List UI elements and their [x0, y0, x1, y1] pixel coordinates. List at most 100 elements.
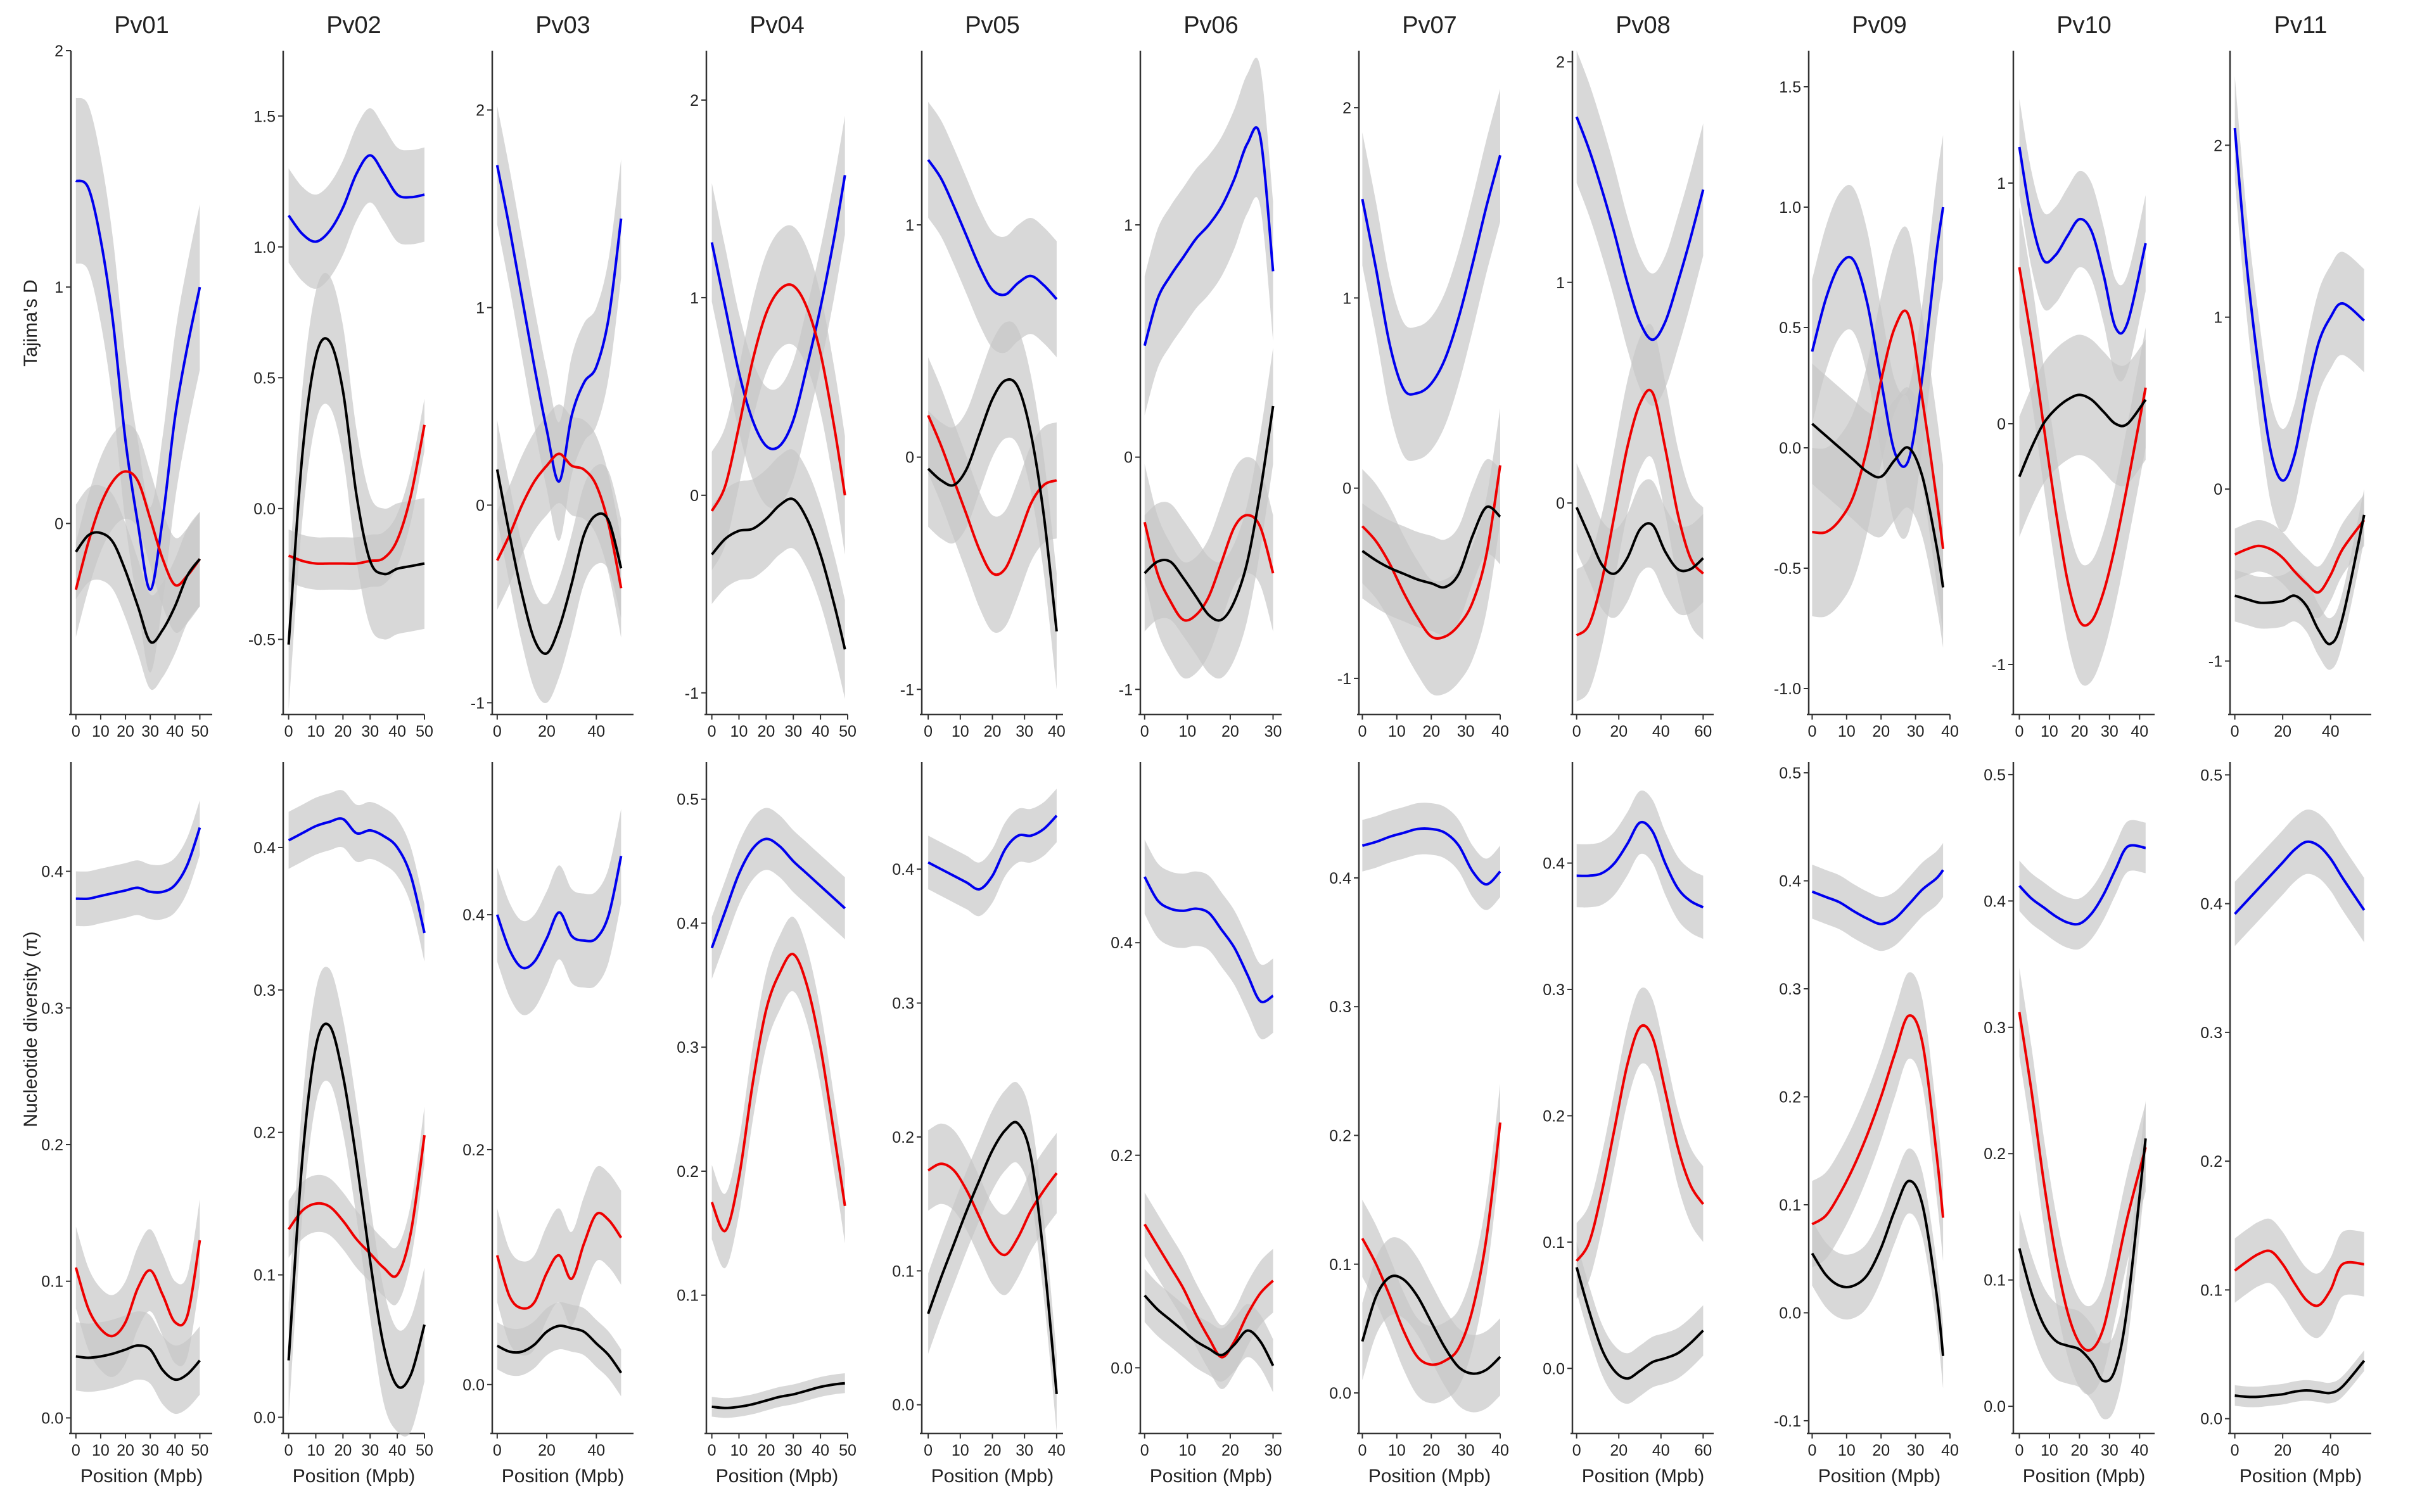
confidence-band-black [2234, 1350, 2364, 1407]
panel-title: Pv07 [1402, 12, 1457, 39]
y-tick-label: 0.2 [1111, 1147, 1133, 1165]
y-tick-label: 0.4 [1984, 893, 2006, 910]
x-tick-label: 40 [812, 723, 829, 740]
y-tick-label: 1 [54, 279, 63, 296]
x-tick-label: 40 [2131, 723, 2148, 740]
series-line-red [288, 424, 426, 565]
row-label-nucleotide-diversity: Nucleotide diversity (π) [20, 931, 41, 1127]
confidence-band-red [711, 225, 845, 571]
x-axis-label: Position (Mpb) [1582, 1466, 1704, 1487]
x-tick-label: 10 [1838, 1442, 1856, 1459]
panel-pv05-bottom: 0.4 0.3 0.2 0.1 0.0 0 10 20 30 40 Position (Mpb) [892, 762, 1066, 1487]
x-tick-label: 40 [587, 723, 605, 740]
x-tick-label: 10 [1388, 1442, 1406, 1459]
series-line-black [2234, 514, 2366, 645]
y-tick-label: 0.0 [1329, 1385, 1351, 1402]
x-tick-label: 30 [1265, 723, 1282, 740]
confidence-band-black [1576, 463, 1704, 618]
panel-title: Pv03 [535, 12, 590, 39]
series-line-black [287, 1022, 426, 1389]
y-tick-label: 0 [1556, 495, 1565, 512]
x-axis-label: Position (Mpb) [716, 1466, 838, 1487]
confidence-band-black [288, 967, 424, 1437]
panel-title: Pv10 [2056, 12, 2112, 39]
confidence-band-red [1362, 408, 1500, 696]
confidence-band-black [2019, 1100, 2146, 1420]
x-tick-label: 10 [92, 723, 110, 740]
series-line-red [1811, 1014, 1945, 1226]
x-tick-label: 40 [1652, 1442, 1670, 1459]
x-tick-label: 0 [708, 1442, 717, 1459]
confidence-band-blue [1576, 791, 1704, 939]
x-tick-label: 60 [1694, 1442, 1712, 1459]
y-tick-label: 0 [1997, 416, 2006, 433]
x-tick-label: 40 [388, 723, 406, 740]
y-tick-label: 1 [476, 300, 485, 317]
y-tick-label: -0.5 [248, 631, 276, 649]
x-tick-label: 20 [984, 723, 1002, 740]
y-tick-label: -1 [1119, 681, 1133, 699]
series-line-black [2018, 393, 2147, 478]
y-tick-label: 2 [2214, 137, 2222, 155]
y-tick-label: 0 [476, 497, 485, 514]
x-tick-label: 40 [587, 1442, 605, 1459]
y-tick-label: 1 [2214, 309, 2222, 327]
x-tick-label: 30 [1016, 1442, 1033, 1459]
series-line-red [2018, 1012, 2147, 1352]
y-tick-label: 0.1 [1329, 1256, 1351, 1274]
series-line-black [711, 1382, 845, 1409]
x-tick-label: 30 [1457, 723, 1475, 740]
series-line-black [495, 469, 623, 655]
x-tick-label: 40 [2131, 1442, 2148, 1459]
panel-pv09-top: Pv09 1.5 1.0 0.5 0.0 -0.5 -1.0 0 10 20 30 40 [1774, 12, 1959, 740]
series-line-black [1144, 405, 1275, 622]
x-tick-label: 10 [1178, 723, 1196, 740]
series-line-blue [2018, 844, 2146, 926]
panel-pv02-top: Pv02 1.5 1.0 0.5 0.0 -0.5 0 10 20 30 40 50 [248, 12, 433, 740]
y-tick-label: 0.0 [892, 1397, 914, 1414]
series-line-red [2234, 1249, 2364, 1307]
y-tick-label: 0.4 [462, 906, 485, 924]
x-tick-label: 40 [1941, 1442, 1959, 1459]
y-tick-label: 0.2 [677, 1163, 699, 1181]
x-tick-label: 30 [141, 1442, 159, 1459]
y-tick-label: 0.2 [892, 1129, 914, 1147]
x-tick-label: 30 [1016, 723, 1033, 740]
x-tick-label: 40 [1491, 1442, 1509, 1459]
x-axis-label: Position (Mpb) [502, 1466, 624, 1487]
y-tick-label: 1.0 [253, 239, 276, 257]
confidence-band-red [497, 404, 621, 638]
confidence-band-black [497, 420, 621, 703]
x-tick-label: 30 [1907, 723, 1925, 740]
y-tick-label: -1.0 [1774, 680, 1801, 698]
x-tick-label: 0 [2015, 1442, 2024, 1459]
y-tick-label: 0.5 [1779, 765, 1801, 782]
y-tick-label: 0.3 [2200, 1024, 2222, 1042]
x-tick-label: 10 [1388, 723, 1406, 740]
series-line-black [496, 1324, 623, 1374]
series-line-black [927, 1121, 1058, 1394]
series-line-blue [1143, 126, 1275, 346]
y-tick-label: 0.1 [677, 1287, 699, 1305]
y-tick-label: 0.4 [1329, 870, 1351, 887]
y-tick-label: 0.1 [1779, 1197, 1801, 1214]
confidence-band-blue [2234, 76, 2364, 533]
series-line-blue [2233, 127, 2366, 482]
series-line-red [1576, 1024, 1705, 1262]
y-tick-label: 0.0 [41, 1409, 63, 1427]
confidence-band-blue [928, 101, 1057, 357]
confidence-band-red [1812, 972, 1944, 1267]
x-tick-label: 20 [117, 723, 134, 740]
y-tick-label: 1 [690, 289, 699, 307]
series-line-blue [1576, 820, 1704, 909]
y-tick-label: 0.3 [1543, 981, 1565, 999]
y-tick-label: 1 [1342, 289, 1351, 307]
panel-title: Pv08 [1615, 12, 1671, 39]
x-tick-label: 30 [784, 1442, 802, 1459]
